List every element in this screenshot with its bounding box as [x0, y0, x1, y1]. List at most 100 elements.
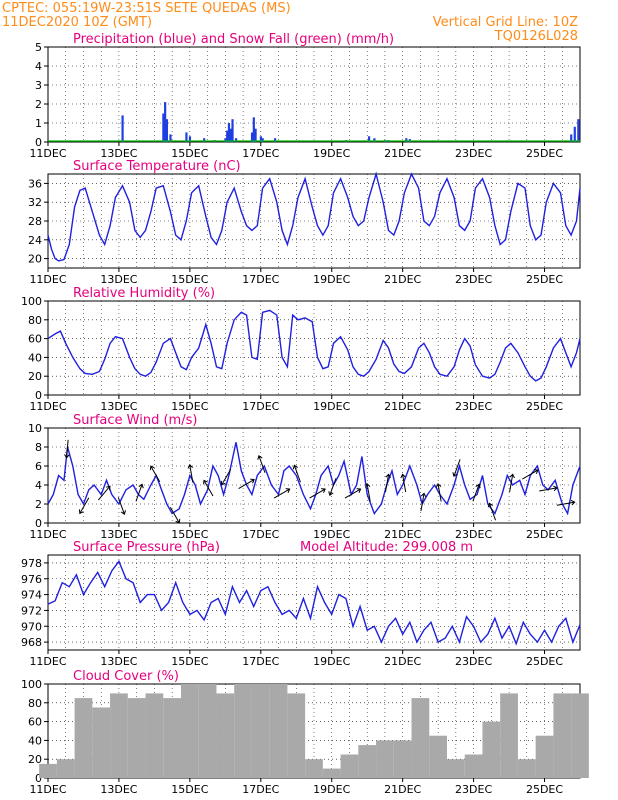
x-tick-label: 17DEC: [242, 528, 279, 541]
cloud-bar: [163, 698, 181, 778]
panel-title: Precipitation (blue) and Snow Fall (gree…: [73, 32, 394, 47]
panel-6: 0 20 40 60 80 100 11DEC 13DEC 15DEC 17DEC 19DEC 21D…: [21, 669, 589, 796]
wind-arrowhead: [138, 483, 144, 489]
y-tick-label: 3: [35, 79, 42, 92]
x-tick-label: 13DEC: [100, 783, 137, 796]
wind-arrow: [273, 488, 290, 499]
x-tick-label: 11DEC: [29, 655, 66, 668]
cloud-bar: [216, 693, 235, 778]
x-tick-label: 21DEC: [384, 528, 421, 541]
plot-frame: [47, 46, 581, 143]
wind-arrowhead: [328, 491, 334, 496]
wind-arrow: [437, 483, 442, 502]
cloud-bar: [376, 740, 394, 778]
cloud-bar: [393, 740, 412, 778]
wind-arrowhead: [149, 465, 155, 471]
y-tick-label: 20: [28, 370, 42, 383]
x-tick-label: 21DEC: [384, 655, 421, 668]
precip-bar: [573, 126, 576, 142]
cloud-bar: [482, 721, 501, 778]
wind-arrow: [117, 497, 125, 515]
y-tick-label: 40: [28, 351, 42, 364]
y-tick-label: 20: [28, 753, 42, 766]
wind-arrow: [97, 485, 111, 501]
wind-arrowhead: [220, 480, 226, 486]
x-tick-label: 11DEC: [29, 783, 66, 796]
cloud-bar: [39, 763, 57, 778]
cloud-bar: [234, 684, 252, 778]
precip-bar: [164, 102, 167, 142]
y-tick-label: 4: [35, 60, 42, 73]
x-tick-label: 19DEC: [313, 783, 350, 796]
wind-arrow: [135, 484, 143, 502]
cloud-bar: [464, 754, 483, 778]
cloud-bar: [74, 698, 93, 778]
panel-title: Relative Humidity (%): [73, 286, 215, 301]
x-tick-label: 23DEC: [455, 783, 492, 796]
wind-arrow: [402, 474, 407, 493]
wind-arrow: [384, 474, 390, 493]
precip-bar: [259, 136, 262, 142]
precip-bar: [226, 130, 229, 142]
cloud-bar: [553, 693, 572, 778]
wind-arrowhead: [321, 488, 326, 493]
wind-arrow: [258, 455, 266, 473]
x-tick-label: 15DEC: [171, 273, 208, 286]
x-tick-label: 23DEC: [455, 400, 492, 413]
x-tick-label: 19DEC: [313, 400, 350, 413]
y-tick-label: 36: [28, 177, 42, 190]
wind-arrow: [420, 493, 425, 512]
x-tick-label: 23DEC: [455, 147, 492, 160]
wind-arrowhead: [175, 518, 181, 524]
wind-arrowhead: [452, 472, 458, 477]
plot-frame: [47, 300, 581, 396]
x-tick-label: 19DEC: [313, 655, 350, 668]
wind-arrowhead: [285, 488, 291, 493]
wind-arrowhead: [78, 509, 84, 515]
x-tick-label: 11DEC: [29, 273, 66, 286]
wind-arrow: [203, 480, 214, 497]
wind-arrowhead: [420, 492, 427, 498]
series-line: [47, 171, 581, 262]
x-tick-label: 19DEC: [313, 528, 350, 541]
precip-bar: [227, 123, 231, 142]
y-tick-label: 976: [21, 573, 42, 586]
y-tick-label: 60: [28, 333, 42, 346]
wind-arrowhead: [292, 464, 298, 470]
panel-title: Surface Pressure (hPa): [73, 540, 220, 555]
precip-bar: [229, 128, 232, 142]
x-tick-label: 25DEC: [526, 783, 563, 796]
wind-arrowhead: [120, 510, 126, 515]
y-tick-label: 8: [35, 441, 42, 454]
x-tick-label: 21DEC: [384, 147, 421, 160]
precip-bar: [121, 115, 124, 142]
y-tick-label: 970: [21, 620, 42, 633]
x-tick-label: 19DEC: [313, 147, 350, 160]
precip-bar: [234, 138, 238, 142]
wind-arrow: [344, 488, 361, 499]
wind-arrowhead: [257, 455, 263, 460]
y-tick-label: 5: [35, 41, 42, 54]
precip-bar: [261, 138, 264, 142]
x-tick-label: 15DEC: [171, 783, 208, 796]
y-tick-label: 2: [35, 98, 42, 111]
cloud-bar: [500, 693, 518, 778]
wind-arrow: [522, 469, 539, 480]
x-tick-label: 17DEC: [242, 147, 279, 160]
wind-arrow: [472, 484, 480, 502]
cloud-bar: [56, 759, 75, 778]
wind-arrow: [488, 503, 497, 521]
x-tick-label: 13DEC: [100, 147, 137, 160]
precip-bar: [162, 113, 165, 142]
wind-arrow: [509, 474, 514, 493]
cloud-bar: [535, 735, 554, 778]
cloud-bar: [411, 698, 430, 778]
header-line2: 11DEC2020 10Z (GMT): [2, 15, 152, 30]
series-line: [47, 559, 581, 646]
wind-arrow: [150, 465, 161, 482]
panel-title: Surface Wind (m/s): [73, 413, 197, 428]
wind-arrowhead: [487, 502, 494, 508]
y-tick-label: 24: [28, 234, 42, 247]
cloud-bar: [571, 693, 589, 778]
panel-2: 20 24 28 32 36 11DEC 13DEC 15DEC 17DEC 19DEC 21DEC…: [28, 159, 581, 286]
